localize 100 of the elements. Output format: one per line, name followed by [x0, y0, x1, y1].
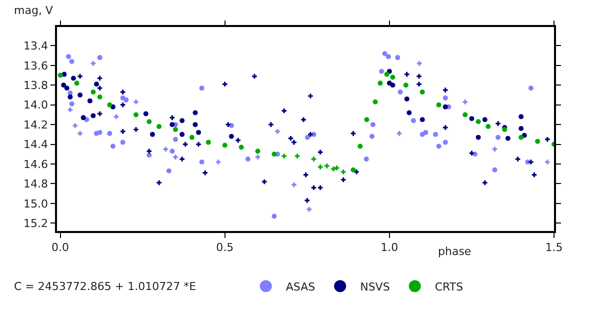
point [535, 138, 540, 144]
point [350, 167, 356, 172]
point [545, 160, 550, 164]
point [196, 130, 202, 135]
point [406, 110, 412, 116]
x-tick-label: 1.0 [380, 240, 398, 254]
point [311, 156, 316, 162]
y-tick-label: 14.2 [24, 118, 48, 132]
y-tick-label: 15.0 [24, 197, 48, 210]
point [395, 55, 400, 60]
point [72, 123, 78, 128]
point [496, 121, 500, 126]
legend-label: ASAS [286, 280, 316, 294]
point [255, 154, 260, 160]
point [74, 80, 80, 86]
point [404, 96, 410, 102]
y-axis-title: mag, V [14, 4, 54, 17]
point [518, 134, 524, 140]
point [292, 182, 296, 188]
point [311, 185, 316, 190]
point [238, 144, 244, 150]
point [170, 148, 175, 154]
point [318, 164, 323, 170]
point [173, 154, 178, 160]
point [334, 166, 340, 170]
point [301, 117, 306, 122]
point [70, 76, 76, 81]
point [486, 124, 491, 130]
point [58, 72, 63, 78]
point [398, 90, 403, 95]
x-tick-label: 0.0 [52, 240, 70, 254]
point [436, 102, 442, 108]
point [90, 113, 96, 118]
point [66, 54, 72, 60]
point [222, 82, 228, 87]
x-axis-title: phase [438, 245, 472, 258]
point [202, 170, 208, 176]
point [354, 169, 359, 174]
point [492, 167, 498, 172]
point [90, 61, 96, 66]
point [404, 72, 410, 77]
point [196, 142, 201, 147]
point [120, 129, 126, 134]
y-tick-label: 13.4 [24, 40, 48, 53]
point [180, 118, 185, 124]
point [107, 130, 112, 136]
point [416, 61, 422, 66]
point [442, 104, 448, 110]
point [476, 134, 481, 140]
point [255, 148, 260, 154]
point [340, 177, 346, 182]
point [358, 144, 363, 149]
point [97, 55, 102, 60]
point [294, 154, 300, 158]
point [442, 125, 448, 130]
point [78, 74, 82, 79]
point [180, 156, 184, 162]
point [120, 102, 126, 108]
point [69, 101, 74, 106]
point [469, 116, 474, 122]
point [94, 82, 99, 87]
point [442, 140, 448, 145]
point [97, 94, 102, 100]
point [133, 112, 138, 118]
point [528, 160, 534, 164]
point [518, 126, 524, 132]
point [163, 146, 168, 152]
point [382, 51, 388, 56]
point [340, 169, 346, 174]
point [268, 122, 274, 127]
point [482, 180, 488, 186]
point [78, 131, 82, 136]
point [545, 136, 550, 142]
point [228, 134, 234, 139]
point [252, 74, 257, 79]
point [222, 142, 228, 148]
point [372, 99, 378, 104]
point [442, 88, 448, 92]
point [482, 117, 488, 122]
legend-label: NSVS [360, 280, 390, 294]
text: C = 2453772.865 + 1.010727 *E [14, 280, 196, 293]
point [416, 74, 422, 79]
point [199, 160, 204, 165]
point [304, 134, 310, 140]
point [192, 122, 198, 128]
point [182, 142, 188, 147]
x-tick-label: 1.5 [545, 240, 563, 254]
y-tick-label: 14.6 [24, 158, 48, 171]
point [416, 82, 422, 87]
point [172, 136, 178, 142]
y-tick-label: 13.6 [24, 59, 48, 72]
point [386, 68, 392, 74]
point [282, 154, 287, 158]
point [496, 134, 501, 140]
point [308, 94, 313, 98]
point [436, 144, 442, 149]
point [396, 131, 402, 136]
point [308, 132, 313, 137]
point [369, 134, 374, 139]
point [403, 82, 408, 88]
